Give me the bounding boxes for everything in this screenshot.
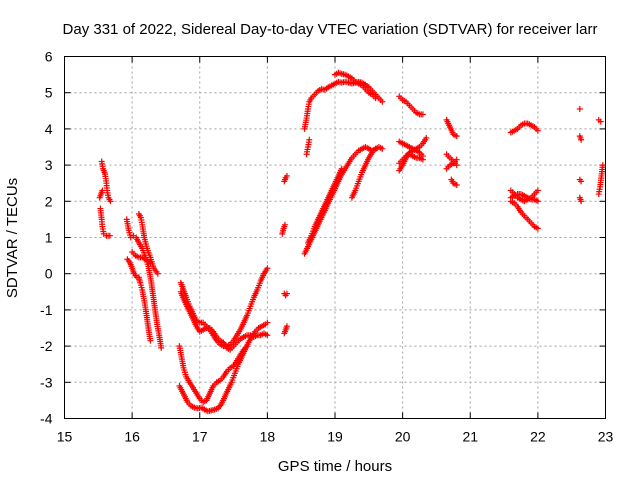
data-point (158, 344, 165, 351)
y-tick-label: -1 (40, 302, 53, 318)
y-tick-label: 5 (45, 85, 53, 101)
data-point (419, 111, 426, 118)
series-sdtvar (96, 69, 606, 415)
data-point (534, 127, 541, 134)
x-tick-label: 22 (530, 429, 546, 445)
data-point (534, 225, 541, 232)
data-point (599, 162, 606, 169)
data-point (306, 136, 313, 143)
data-point (372, 145, 379, 152)
data-point (423, 134, 430, 141)
data-point (147, 259, 154, 266)
y-tick-label: 1 (45, 230, 53, 246)
y-tick-labels: -4 -3 -2 -1 0 1 2 3 4 5 6 (40, 49, 53, 427)
data-series (96, 69, 606, 415)
y-tick-label: 4 (45, 121, 53, 137)
data-point (154, 270, 161, 277)
data-point (283, 172, 290, 179)
data-point (244, 343, 251, 350)
grid (64, 56, 606, 419)
data-point (283, 323, 290, 330)
y-axis-label: SDTVAR / TECUs (4, 178, 21, 298)
data-point (453, 156, 460, 163)
y-tick-label: -2 (40, 338, 53, 354)
y-tick-label: 3 (45, 157, 53, 173)
data-point (453, 182, 460, 189)
data-point (453, 162, 460, 169)
data-point (264, 265, 271, 272)
x-tick-label: 21 (462, 429, 478, 445)
y-tick-label: -3 (40, 374, 53, 390)
data-point (281, 221, 288, 228)
data-point (578, 136, 585, 143)
data-point (379, 145, 386, 152)
data-point (147, 337, 154, 344)
data-point (107, 198, 114, 205)
data-point (283, 290, 290, 297)
y-tick-label: 0 (45, 266, 53, 282)
x-tick-label: 20 (395, 429, 411, 445)
data-point (578, 198, 585, 205)
y-tick-label: -4 (40, 411, 53, 427)
chart-title: Day 331 of 2022, Sidereal Day-to-day VTE… (63, 21, 598, 38)
data-point (534, 187, 541, 194)
data-point (578, 178, 585, 185)
data-point (419, 156, 426, 163)
data-point (338, 165, 345, 172)
data-point (453, 133, 460, 140)
data-point (264, 332, 271, 339)
x-axis-label: GPS time / hours (278, 458, 392, 475)
data-point (379, 98, 386, 105)
data-point (99, 187, 106, 194)
y-tick-label: 6 (45, 49, 53, 65)
data-point (597, 118, 604, 125)
data-point (264, 319, 271, 326)
x-tick-label: 16 (124, 429, 140, 445)
x-tick-label: 19 (327, 429, 343, 445)
data-point (106, 232, 113, 239)
data-point (576, 105, 583, 112)
data-point (372, 95, 379, 102)
x-tick-labels: 15 16 17 18 19 20 21 22 23 (57, 429, 614, 445)
x-tick-label: 15 (57, 429, 73, 445)
x-tick-label: 23 (598, 429, 614, 445)
y-tick-label: 2 (45, 193, 53, 209)
x-tick-label: 18 (260, 429, 276, 445)
data-point (534, 198, 541, 205)
x-tick-label: 17 (192, 429, 208, 445)
